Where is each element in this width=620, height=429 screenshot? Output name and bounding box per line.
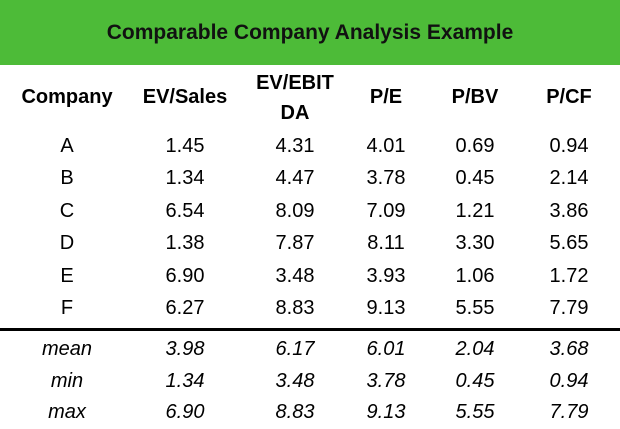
- ev-sales-value: 1.45: [165, 134, 205, 157]
- pbv-value: 1.21: [455, 199, 495, 222]
- ev-ebitda-value: 3.48: [275, 264, 315, 287]
- table-row: C 6.54 8.09 7.09 1.21 3.86: [0, 195, 620, 228]
- pcf-value: 3.86: [549, 199, 589, 222]
- company-name: C: [59, 199, 75, 222]
- summary-divider: [0, 328, 620, 331]
- ev-ebitda-stat: 3.48: [275, 369, 315, 392]
- company-name: B: [60, 167, 74, 190]
- header-pcf: P/CF: [546, 86, 592, 108]
- page-title: Comparable Company Analysis Example: [106, 20, 514, 44]
- pe-value: 8.11: [367, 232, 405, 255]
- title-banner: Comparable Company Analysis Example: [0, 0, 620, 65]
- pe-stat: 6.01: [366, 338, 406, 361]
- pbv-value: 0.45: [455, 167, 495, 190]
- company-name: D: [59, 232, 75, 255]
- pbv-stat: 0.45: [455, 369, 495, 392]
- ev-ebitda-value: 8.09: [275, 199, 315, 222]
- ev-ebitda-value: 7.87: [275, 232, 315, 255]
- ev-sales-value: 6.27: [165, 297, 205, 320]
- ev-sales-stat: 6.90: [165, 401, 205, 424]
- stat-row-mean: mean 3.98 6.17 6.01 2.04 3.68: [0, 334, 620, 366]
- pe-value: 9.13: [366, 297, 406, 320]
- pcf-stat: 0.94: [549, 369, 589, 392]
- pe-value: 3.93: [366, 264, 406, 287]
- stat-label: max: [48, 401, 86, 424]
- table-row: B 1.34 4.47 3.78 0.45 2.14: [0, 163, 620, 196]
- pe-stat: 3.78: [366, 369, 406, 392]
- ev-ebitda-stat: 6.17: [275, 338, 315, 361]
- pbv-stat: 5.55: [455, 401, 495, 424]
- pbv-value: 0.69: [455, 134, 495, 157]
- table-row: E 6.90 3.48 3.93 1.06 1.72: [0, 260, 620, 293]
- pbv-stat: 2.04: [455, 338, 495, 361]
- ev-sales-stat: 3.98: [165, 338, 205, 361]
- stat-label: mean: [41, 338, 93, 361]
- table-row: A 1.45 4.31 4.01 0.69 0.94: [0, 130, 620, 163]
- stat-row-max: max 6.90 8.83 9.13 5.55 7.79: [0, 397, 620, 429]
- pcf-value: 1.72: [549, 264, 589, 287]
- pbv-value: 1.06: [455, 264, 495, 287]
- pe-value: 3.78: [366, 167, 406, 190]
- pcf-stat: 7.79: [549, 401, 589, 424]
- pe-value: 4.01: [366, 134, 406, 157]
- header-pe: P/E: [369, 86, 403, 108]
- header-company: Company: [21, 86, 113, 108]
- company-name: A: [60, 134, 74, 157]
- stat-label: min: [50, 369, 84, 392]
- pbv-value: 3.30: [455, 232, 495, 255]
- pcf-stat: 3.68: [549, 338, 589, 361]
- table-row: D 1.38 7.87 8.11 3.30 5.65: [0, 228, 620, 261]
- table-row: F 6.27 8.83 9.13 5.55 7.79: [0, 293, 620, 326]
- pcf-value: 0.94: [549, 134, 589, 157]
- comparable-table: Company EV/Sales EV/EBITDA P/E P/BV P/CF…: [0, 65, 620, 429]
- ev-sales-value: 1.34: [165, 167, 205, 190]
- ev-sales-value: 1.38: [165, 232, 205, 255]
- pe-stat: 9.13: [366, 401, 406, 424]
- ev-ebitda-value: 4.47: [275, 167, 315, 190]
- ev-sales-stat: 1.34: [165, 369, 205, 392]
- header-row: Company EV/Sales EV/EBITDA P/E P/BV P/CF: [0, 65, 620, 130]
- company-name: E: [60, 264, 74, 287]
- header-ev-sales: EV/Sales: [142, 86, 228, 108]
- ev-ebitda-value: 8.83: [275, 297, 315, 320]
- pcf-value: 7.79: [549, 297, 589, 320]
- pe-value: 7.09: [366, 199, 406, 222]
- pcf-value: 2.14: [549, 167, 589, 190]
- header-ev-ebitda: EV/EBITDA: [256, 71, 334, 124]
- ev-sales-value: 6.54: [165, 199, 205, 222]
- company-name: F: [60, 297, 74, 320]
- header-pbv: P/BV: [451, 86, 499, 108]
- ev-sales-value: 6.90: [165, 264, 205, 287]
- pcf-value: 5.65: [549, 232, 589, 255]
- ev-ebitda-stat: 8.83: [275, 401, 315, 424]
- ev-ebitda-value: 4.31: [275, 134, 315, 157]
- stat-row-min: min 1.34 3.48 3.78 0.45 0.94: [0, 366, 620, 398]
- pbv-value: 5.55: [455, 297, 495, 320]
